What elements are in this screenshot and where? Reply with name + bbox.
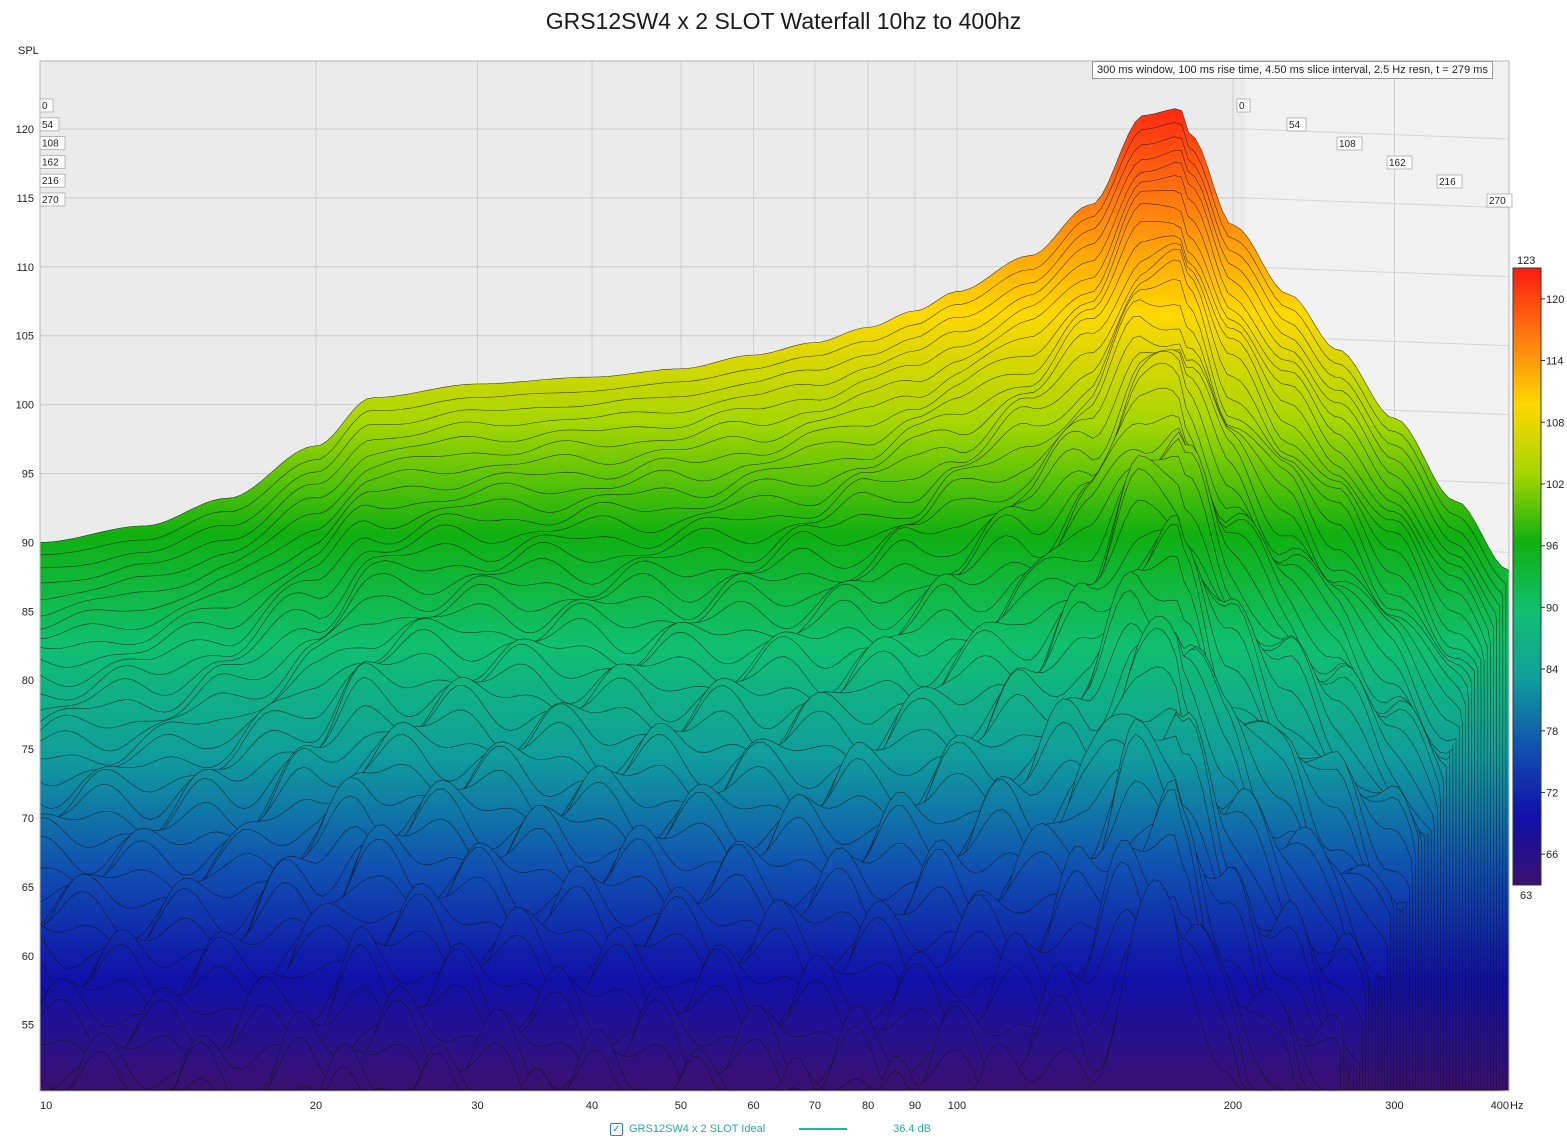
- y-tick-label: 105: [16, 331, 34, 343]
- x-tick-label: 60: [747, 1100, 759, 1112]
- x-tick-label: 80: [862, 1100, 874, 1112]
- time-ticks-right: 0 54 108 162 216 270: [1236, 98, 1513, 208]
- y-tick-label: 55: [22, 1020, 34, 1032]
- x-tick-label: 20: [310, 1100, 322, 1112]
- time-tick-label: 216: [1439, 177, 1456, 188]
- y-tick-label: 100: [16, 400, 34, 412]
- time-ticks-left: 0 54 108 162 216 270: [39, 98, 66, 207]
- y-axis-ticks: 55 60 65 70 75 80 85 90 95 100 105 110 115 120: [16, 124, 34, 1032]
- colorbar-tick-label: 108: [1546, 417, 1564, 429]
- time-tick-box: [39, 136, 66, 151]
- legend-series-value: 36.4 dB: [893, 1123, 932, 1135]
- time-tick-box: [1486, 193, 1513, 208]
- colorbar-max-label: 123: [1517, 255, 1535, 267]
- y-tick-label: 85: [22, 606, 34, 618]
- y-tick-label: 65: [22, 882, 34, 894]
- gridline-side: [1244, 266, 1510, 278]
- time-tick-box: [1436, 174, 1463, 189]
- y-tick-label: 95: [22, 469, 34, 481]
- y-tick-label: 120: [16, 124, 34, 136]
- time-tick-box: [1386, 155, 1413, 170]
- time-tick-box: [39, 117, 60, 132]
- colorbar-ticks: 120 114 108 102 96 90 84 78 72 66: [1541, 294, 1564, 861]
- legend-series-name: GRS12SW4 x 2 SLOT Ideal: [629, 1123, 766, 1135]
- x-tick-label: 300: [1385, 1100, 1403, 1112]
- legend-checkbox[interactable]: ✓: [610, 1122, 623, 1136]
- legend[interactable]: ✓ GRS12SW4 x 2 SLOT Ideal 36.4 dB: [610, 1119, 931, 1139]
- y-tick-label: 75: [22, 744, 34, 756]
- time-tick-label: 270: [1489, 196, 1506, 207]
- colorbar-tick-label: 72: [1546, 787, 1558, 799]
- time-tick-box: [39, 98, 54, 113]
- x-tick-label: 70: [809, 1100, 821, 1112]
- time-tick-label: 54: [1289, 120, 1301, 131]
- time-tick-label: 108: [42, 139, 59, 150]
- y-tick-label: 110: [16, 262, 34, 274]
- time-tick-label: 0: [42, 101, 48, 112]
- time-tick-box: [1286, 117, 1307, 132]
- time-tick-label: 216: [42, 176, 59, 187]
- x-tick-label: 30: [471, 1100, 483, 1112]
- gridline-side: [1244, 197, 1510, 209]
- colorbar-tick-label: 120: [1546, 294, 1564, 306]
- time-tick-label: 162: [1389, 158, 1406, 169]
- y-tick-label: 60: [22, 951, 34, 963]
- colorbar-tick-label: 102: [1546, 479, 1564, 491]
- colorbar: 123 63 120 114 108 102 96 90 84 78 72 66: [1512, 255, 1564, 902]
- y-tick-label: 70: [22, 813, 34, 825]
- x-axis-ticks: 10 20 30 40 50 60 70 80 90 100 200 300 400: [40, 1100, 1509, 1112]
- x-tick-label: 100: [948, 1100, 966, 1112]
- x-tick-label: 200: [1224, 1100, 1242, 1112]
- x-tick-label: 50: [675, 1100, 687, 1112]
- waterfall-slice: [40, 879, 1319, 1091]
- time-tick-box: [1336, 136, 1363, 151]
- y-tick-label: 80: [22, 675, 34, 687]
- y-tick-label: 115: [16, 193, 34, 205]
- colorbar-tick-label: 96: [1546, 541, 1558, 553]
- x-tick-label: 10: [40, 1100, 52, 1112]
- y-axis-label: SPL: [18, 45, 39, 57]
- legend-swatch: [799, 1128, 848, 1130]
- colorbar-strip: [1512, 267, 1542, 886]
- time-tick-box: [1236, 98, 1251, 113]
- x-tick-label: 400: [1491, 1100, 1509, 1112]
- colorbar-tick-label: 66: [1546, 849, 1558, 861]
- colorbar-tick-label: 114: [1546, 356, 1564, 368]
- y-tick-label: 90: [22, 537, 34, 549]
- time-tick-label: 108: [1339, 139, 1356, 150]
- time-tick-label: 270: [42, 195, 59, 206]
- analysis-info: 300 ms window, 100 ms rise time, 4.50 ms…: [1092, 61, 1493, 79]
- colorbar-tick-label: 84: [1546, 664, 1558, 676]
- colorbar-min-label: 63: [1520, 890, 1532, 902]
- time-tick-box: [39, 192, 66, 207]
- time-tick-box: [39, 154, 66, 169]
- x-tick-label: 90: [909, 1100, 921, 1112]
- colorbar-tick-label: 78: [1546, 726, 1558, 738]
- waterfall-slices: [40, 108, 1509, 1091]
- time-tick-label: 162: [42, 157, 59, 168]
- time-tick-label: 0: [1239, 101, 1245, 112]
- time-tick-box: [39, 173, 66, 188]
- x-tick-label: 40: [586, 1100, 598, 1112]
- plot-frame: [39, 60, 1510, 1092]
- time-tick-label: 54: [42, 120, 54, 131]
- colorbar-tick-label: 90: [1546, 602, 1558, 614]
- chart-title: GRS12SW4 x 2 SLOT Waterfall 10hz to 400h…: [545, 8, 1022, 34]
- x-axis-unit: Hz: [1510, 1100, 1523, 1112]
